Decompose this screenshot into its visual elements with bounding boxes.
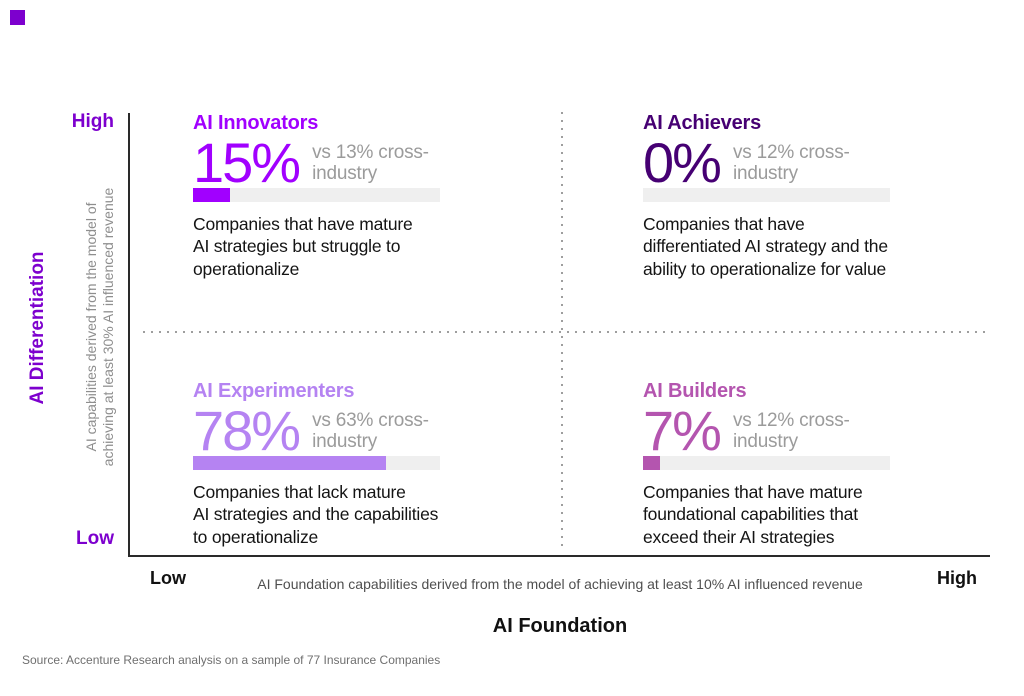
description-line: AI strategies and the capabilities bbox=[193, 504, 439, 525]
quadrant-ai-builders: AI Builders 7% vs 12% cross- industry Co… bbox=[643, 380, 973, 548]
quadrant-benchmark: vs 12% cross- industry bbox=[733, 406, 850, 452]
benchmark-line: industry bbox=[312, 431, 378, 452]
y-axis-caption: AI capabilities derived from the model o… bbox=[83, 147, 117, 507]
y-axis-caption-line: achieving at least 30% AI influenced rev… bbox=[100, 187, 116, 467]
quadrant-title: AI Achievers bbox=[643, 112, 762, 134]
benchmark-line: vs 12% cross- bbox=[732, 410, 850, 431]
quadrant-value: 15% bbox=[193, 131, 301, 194]
progress-bar-fill bbox=[193, 188, 231, 202]
progress-bar-track bbox=[193, 456, 440, 470]
benchmark-line: vs 13% cross- bbox=[312, 142, 429, 163]
quadrant-benchmark: vs 63% cross- industry bbox=[312, 406, 429, 452]
quadrant-title: AI Experimenters bbox=[193, 380, 355, 402]
quadrant-ai-achievers: AI Achievers 0% vs 12% cross- industry C… bbox=[643, 112, 973, 280]
y-axis-caption-line: AI capabilities derived from the model o… bbox=[83, 202, 99, 452]
description-line: operationalize bbox=[193, 258, 300, 279]
benchmark-line: industry bbox=[312, 163, 378, 184]
quadrant-ai-experimenters: AI Experimenters 78% vs 63% cross- indus… bbox=[193, 380, 523, 548]
quadrant-value: 0% bbox=[643, 131, 722, 194]
x-axis-line bbox=[128, 555, 990, 557]
description-line: exceed their AI strategies bbox=[643, 526, 835, 547]
x-axis-caption: AI Foundation capabilities derived from … bbox=[257, 576, 863, 592]
description-line: Companies that lack mature bbox=[193, 482, 406, 502]
benchmark-line: industry bbox=[732, 431, 798, 452]
y-axis-high-label: High bbox=[71, 111, 114, 132]
description-line: Companies that have bbox=[643, 214, 805, 234]
quadrant-divider-vertical bbox=[561, 112, 563, 550]
description-line: foundational capabilities that bbox=[643, 504, 858, 525]
quadrant-title: AI Builders bbox=[643, 380, 747, 402]
quadrant-ai-innovators: AI Innovators 15% vs 13% cross- industry… bbox=[193, 112, 523, 280]
benchmark-line: vs 63% cross- bbox=[312, 410, 429, 431]
description-line: to operationalize bbox=[193, 526, 319, 547]
x-axis-low-label: Low bbox=[150, 568, 186, 588]
y-axis-low-label: Low bbox=[76, 528, 114, 549]
quadrant-benchmark: vs 13% cross- industry bbox=[312, 138, 429, 184]
quadrant-description: Companies that have mature foundational … bbox=[643, 481, 973, 548]
benchmark-line: vs 12% cross- bbox=[732, 142, 850, 163]
quadrant-title: AI Innovators bbox=[193, 112, 319, 134]
quadrant-description: Companies that lack mature AI strategies… bbox=[193, 481, 523, 548]
x-axis-high-label: High bbox=[937, 568, 977, 588]
x-axis-title: AI Foundation bbox=[492, 615, 628, 637]
benchmark-line: industry bbox=[732, 163, 798, 184]
y-axis-title: AI Differentiation bbox=[27, 251, 48, 405]
quadrant-divider-horizontal bbox=[143, 331, 990, 333]
quadrant-value: 7% bbox=[643, 399, 722, 462]
description-line: ability to operationalize for value bbox=[643, 258, 887, 279]
progress-bar-track bbox=[643, 188, 890, 202]
progress-bar-track bbox=[643, 456, 890, 470]
source-note: Source: Accenture Research analysis on a… bbox=[22, 653, 441, 667]
quadrant-description: Companies that have differentiated AI st… bbox=[643, 213, 973, 280]
y-axis-line bbox=[128, 113, 130, 557]
progress-bar-fill bbox=[643, 456, 661, 470]
description-line: AI strategies but struggle to bbox=[193, 236, 401, 257]
progress-bar-track bbox=[193, 188, 440, 202]
description-line: Companies that have mature bbox=[193, 214, 413, 234]
description-line: Companies that have mature bbox=[643, 482, 863, 502]
brand-corner-square bbox=[10, 10, 25, 25]
quadrant-value: 78% bbox=[193, 399, 301, 462]
progress-bar-fill bbox=[193, 456, 386, 470]
quadrant-description: Companies that have mature AI strategies… bbox=[193, 213, 523, 280]
quadrant-benchmark: vs 12% cross- industry bbox=[733, 138, 850, 184]
description-line: differentiated AI strategy and the bbox=[643, 236, 888, 257]
